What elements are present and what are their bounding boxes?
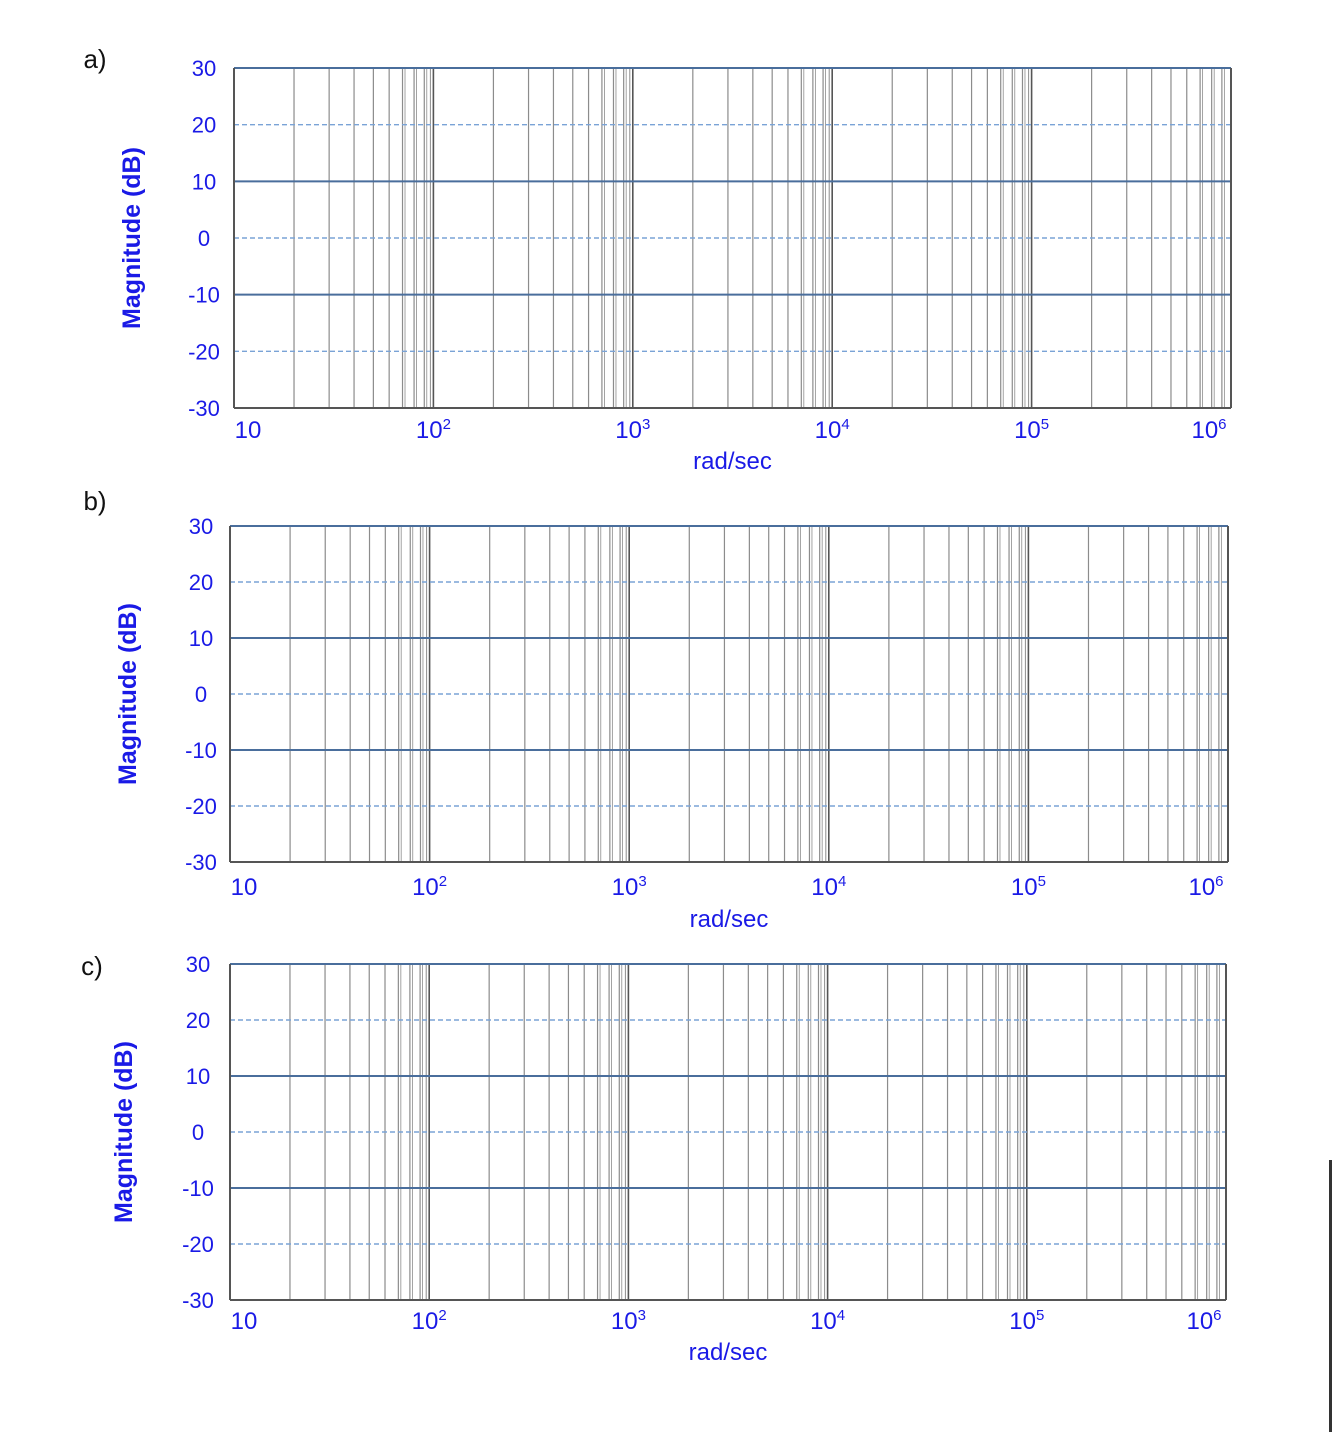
x-tick-label: 102	[412, 873, 447, 901]
y-tick-label: -20	[185, 794, 217, 819]
chart-panel-1: a) 30 20 10 0 -10 -20 -30 10 102 103 104 105 106 rad/s…	[83, 44, 1232, 475]
chart-panel-2: b) 30 20 10 0 -10 -20 -30 10 102 103 104 105 106 rad/s…	[83, 486, 1229, 933]
x-tick-label: 10	[235, 417, 262, 444]
y-tick-label: 30	[192, 56, 216, 81]
x-tick-label: 103	[615, 416, 650, 444]
x-axis-label: rad/sec	[693, 448, 772, 475]
y-tick-label: -10	[185, 738, 217, 763]
y-tick-label: 10	[186, 1064, 210, 1089]
x-tick-label: 104	[810, 1307, 845, 1335]
x-tick-label: 10	[231, 874, 258, 901]
y-tick-label: -30	[188, 396, 220, 421]
x-tick-label: 102	[412, 1307, 447, 1335]
y-tick-label: 10	[192, 169, 216, 194]
x-axis-label: rad/sec	[690, 906, 769, 933]
y-tick-label: 0	[192, 1120, 204, 1145]
y-tick-label: -30	[185, 850, 217, 875]
x-tick-label: 103	[612, 873, 647, 901]
x-tick-label: 105	[1009, 1307, 1044, 1335]
y-tick-label: 20	[189, 570, 213, 595]
x-tick-label: 105	[1011, 873, 1046, 901]
y-tick-label: 30	[189, 514, 213, 539]
panel-label: b)	[83, 486, 106, 516]
y-tick-label: 20	[192, 113, 216, 138]
y-tick-label: -20	[188, 339, 220, 364]
x-tick-label: 105	[1014, 416, 1049, 444]
chart-panel-3: c) 30 20 10 0 -10 -20 -30 10 102 103 104 105 106 rad/s…	[81, 951, 1227, 1366]
y-tick-label: 30	[186, 952, 210, 977]
x-tick-label: 106	[1191, 416, 1226, 444]
y-tick-label: 0	[195, 682, 207, 707]
scrollbar[interactable]	[1320, 0, 1332, 1432]
panel-label: c)	[81, 951, 103, 981]
x-tick-label: 104	[811, 873, 846, 901]
x-axis-label: rad/sec	[689, 1339, 768, 1366]
horizontal-gridlines	[234, 123, 1231, 353]
y-tick-label: -10	[182, 1176, 214, 1201]
y-tick-label: 0	[198, 226, 210, 251]
x-tick-label: 104	[815, 416, 850, 444]
panel-label: a)	[83, 44, 106, 74]
y-axis-label: Magnitude (dB)	[114, 603, 142, 785]
y-tick-label: -30	[182, 1288, 214, 1313]
horizontal-gridlines	[230, 581, 1228, 807]
x-tick-label: 106	[1188, 873, 1223, 901]
horizontal-gridlines	[230, 1019, 1226, 1245]
x-tick-label: 10	[231, 1308, 258, 1335]
scrollbar-thumb[interactable]	[1329, 1160, 1332, 1432]
x-tick-label: 102	[416, 416, 451, 444]
y-tick-label: 10	[189, 626, 213, 651]
y-tick-label: -20	[182, 1232, 214, 1257]
y-tick-label: -10	[188, 283, 220, 308]
x-tick-label: 106	[1186, 1307, 1221, 1335]
y-axis-label: Magnitude (dB)	[118, 147, 146, 329]
y-tick-label: 20	[186, 1008, 210, 1033]
y-axis-label: Magnitude (dB)	[110, 1041, 138, 1223]
x-tick-label: 103	[611, 1307, 646, 1335]
